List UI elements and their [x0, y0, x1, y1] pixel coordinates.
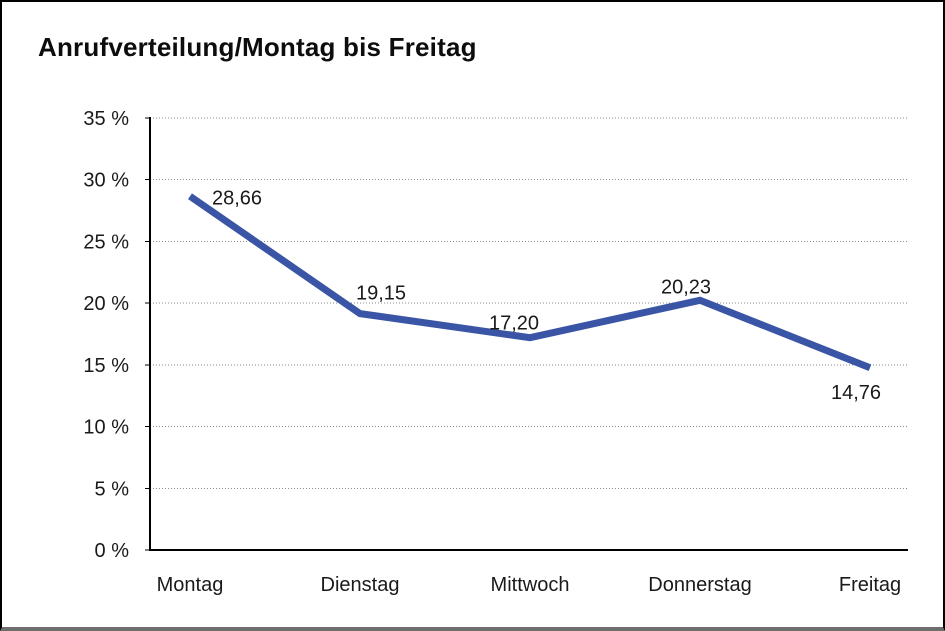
y-tick-label: 0 %: [95, 540, 130, 562]
y-tick-label: 10 %: [83, 417, 129, 439]
data-point-label: 19,15: [356, 283, 406, 305]
x-axis-label: Donnerstag: [648, 574, 751, 596]
data-point-label: 17,20: [489, 313, 539, 335]
y-tick-label: 25 %: [83, 231, 129, 253]
data-point-label: 20,23: [661, 276, 711, 298]
x-axis-label: Montag: [157, 574, 224, 596]
y-tick-label: 30 %: [83, 170, 129, 192]
y-tick-label: 20 %: [83, 293, 129, 315]
x-axis-label: Mittwoch: [491, 574, 570, 596]
data-point-label: 28,66: [212, 187, 262, 209]
data-point-label: 14,76: [831, 382, 881, 404]
data-series-line: [188, 193, 872, 372]
y-tick-label: 35 %: [83, 108, 129, 130]
x-axis-label: Dienstag: [321, 574, 400, 596]
y-tick-label: 15 %: [83, 355, 129, 377]
y-tick-label: 5 %: [95, 478, 130, 500]
x-axis-label: Freitag: [839, 574, 901, 596]
chart-title: Anrufverteilung/Montag bis Freitag: [38, 32, 477, 62]
